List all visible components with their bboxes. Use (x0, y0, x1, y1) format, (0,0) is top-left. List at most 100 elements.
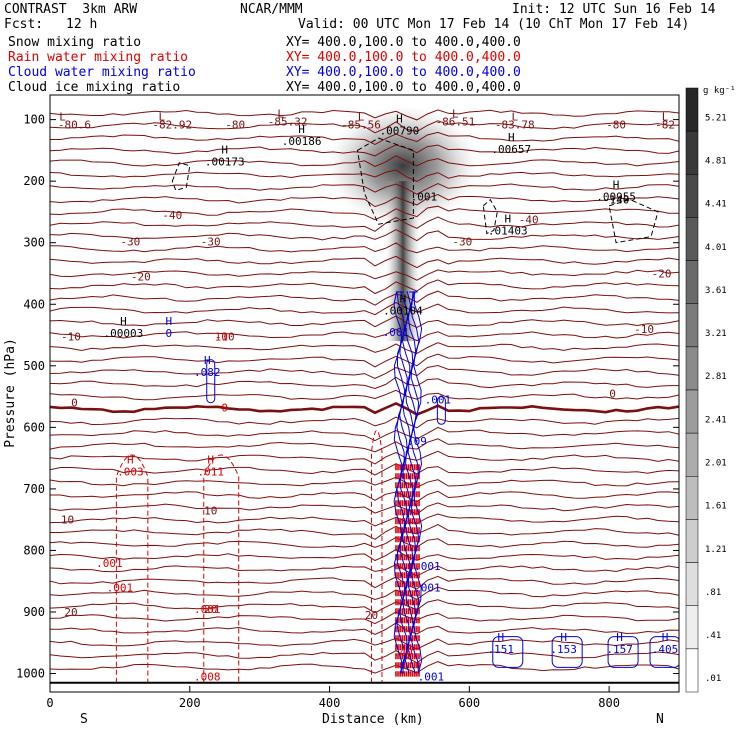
colorbar-swatch (685, 174, 699, 218)
cloud-water-cell (607, 636, 639, 668)
isotherm-line (50, 144, 679, 157)
extremum-marker: H (207, 454, 214, 467)
extremum-marker: H (396, 113, 403, 126)
isotherm-line (50, 586, 679, 601)
isotherm-line (50, 290, 679, 306)
isotherm-contours (50, 109, 679, 674)
colorbar-swatch (685, 303, 699, 348)
extremum-value: 0 (165, 327, 172, 340)
isotherm-line (50, 513, 679, 527)
snow-column (385, 181, 421, 342)
temperature-label: -82 (655, 119, 675, 132)
colorbar-swatch (685, 389, 699, 434)
isotherm-line (50, 242, 679, 254)
y-tick-label: 100 (23, 113, 45, 127)
contour-label: .09 (407, 435, 427, 448)
y-tick-label: 900 (23, 605, 45, 619)
isotherm-line (50, 301, 679, 316)
isotherm-line (50, 155, 679, 168)
low-marker: L (511, 111, 518, 124)
y-tick-label: 400 (23, 297, 45, 311)
colorbar-label: .01 (705, 674, 721, 684)
colorbar-swatch (685, 648, 699, 693)
colorbar-label: 5.21 (705, 113, 727, 123)
temperature-label: -30 (452, 235, 472, 248)
x-axis-right-end: N (656, 712, 664, 727)
extremum-marker: H (613, 179, 620, 192)
isotherm-line (50, 524, 679, 540)
rain-contour (370, 429, 383, 683)
field-name-rain: Rain water mixing ratio (8, 50, 189, 65)
colorbar-swatch (685, 260, 699, 304)
cloud-water-contour (413, 291, 423, 674)
isotherm-line (50, 401, 679, 416)
isotherm-line (50, 661, 679, 674)
contour-label: .001 (194, 603, 221, 616)
extremum-value: .01403 (488, 224, 528, 237)
y-tick-label: 700 (23, 482, 45, 496)
colorbar-swatch (685, 130, 699, 175)
contour-label: .001 (418, 671, 445, 684)
isotherm-line (50, 364, 679, 379)
isotherm-line (50, 315, 679, 329)
isotherm-line (50, 536, 679, 548)
colorbar-label: 2.41 (705, 415, 727, 425)
isotherm-line (50, 476, 679, 488)
colorbar-swatch (685, 217, 699, 261)
chart-labels: -80.6 -82.92 -80 -85.32 -85.56 -86.51 -83.78 -8… (58, 107, 678, 683)
colorbar-label: .41 (705, 631, 721, 641)
extremum-marker: H (221, 143, 228, 156)
temperature-label: -83.78 (495, 119, 535, 132)
temperature-label: -10 (215, 330, 235, 343)
extremum-value: .00003 (104, 327, 144, 340)
temperature-label: -80 (606, 119, 626, 132)
contour-label: -140 (603, 194, 630, 207)
cloud-water-cell (551, 636, 583, 668)
y-tick-label: 1000 (16, 667, 45, 681)
isotherm-line (50, 279, 679, 295)
temperature-label: -40 (162, 209, 182, 222)
fcst-value: 12 h (66, 17, 98, 32)
rain-contour (203, 454, 240, 683)
isotherm-line (50, 564, 679, 577)
extremum-marker: H (120, 315, 127, 328)
extremum-value: .153 (550, 643, 577, 656)
isotherm-line (50, 353, 679, 368)
colorbar-label: 3.21 (705, 329, 727, 339)
field-name-cloud: Cloud water mixing ratio (8, 65, 196, 80)
contour-label: 10 (215, 330, 228, 343)
extremum-value: .00173 (205, 155, 245, 168)
isotherm-line (50, 490, 679, 503)
extremum-value: .151 (488, 643, 515, 656)
cloud-ice-contour (482, 198, 498, 235)
plot-border (49, 94, 680, 693)
colorbar-label: 2.81 (705, 372, 727, 382)
isotherm-line (50, 376, 679, 390)
y-tick-label: 200 (23, 174, 45, 188)
temperature-label: 20 (365, 609, 378, 622)
isotherm-line (50, 269, 679, 281)
isotherm-line (50, 389, 679, 401)
plot-frame (49, 94, 680, 693)
contour-label: .001 (425, 394, 452, 407)
init-time: Init: 12 UTC Sun 16 Feb 14 (512, 2, 716, 17)
extremum-marker: H (298, 123, 305, 136)
isotherm-line (50, 342, 679, 354)
field-xy-rain: XY= 400.0,100.0 to 400.0,400.0 (286, 50, 521, 65)
cloud-water-cell (436, 396, 446, 425)
colorbar-unit: g kg⁻¹ (703, 86, 736, 96)
isotherm-line (50, 426, 679, 442)
temperature-label: 0 (71, 397, 78, 410)
extremum-value: .003 (117, 466, 144, 479)
low-marker: L (277, 107, 284, 120)
y-axis-title: Pressure (hPa) (3, 338, 18, 448)
cloud-water-contour (407, 291, 417, 674)
isotherm-line (50, 120, 679, 134)
isotherm-line (50, 182, 679, 195)
extremum-marker: H (662, 631, 669, 644)
extremum-value: .082 (194, 366, 221, 379)
colorbar-swatch (685, 87, 699, 132)
isotherm-line (50, 328, 679, 342)
low-marker: L (358, 111, 365, 124)
isotherm-line (50, 463, 679, 476)
